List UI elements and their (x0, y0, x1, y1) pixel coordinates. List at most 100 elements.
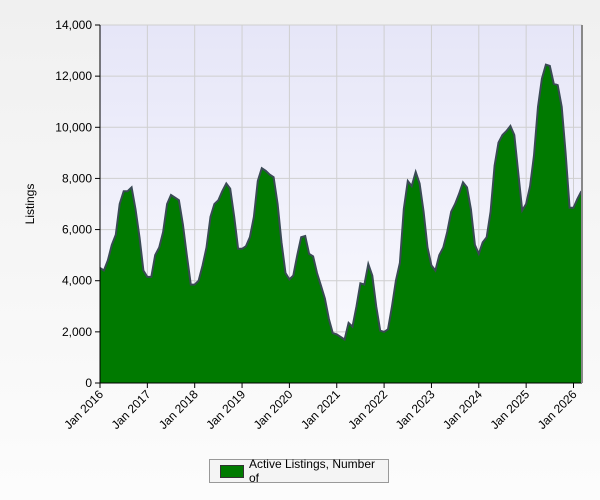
legend-label: Active Listings, Number of (248, 457, 375, 485)
data-point (553, 83, 555, 85)
x-tick-label: Jan 2020 (251, 387, 296, 432)
data-point (201, 264, 204, 266)
data-point (474, 244, 476, 246)
data-point (446, 231, 448, 233)
data-point (107, 259, 109, 261)
data-point (344, 338, 346, 341)
data-point (545, 64, 547, 66)
data-point (454, 203, 456, 205)
x-tick-label: Jan 2016 (61, 387, 106, 432)
data-point (269, 173, 271, 176)
data-point (213, 203, 216, 205)
data-point (130, 186, 133, 188)
data-point (174, 197, 176, 199)
data-point (150, 276, 152, 278)
data-point (288, 278, 290, 281)
y-tick-label: 8,000 (62, 171, 92, 185)
data-point (170, 194, 172, 196)
data-point (233, 216, 235, 218)
data-point (123, 190, 125, 192)
data-point (253, 216, 255, 218)
data-point (154, 254, 156, 256)
data-point (273, 176, 275, 178)
data-point (296, 254, 298, 256)
data-point (359, 282, 362, 284)
data-point (403, 208, 405, 210)
data-point (490, 211, 492, 213)
data-point (517, 172, 519, 174)
data-point (178, 199, 180, 201)
data-point (265, 170, 267, 172)
data-point (482, 241, 484, 243)
data-point (111, 244, 113, 246)
data-point (486, 236, 488, 238)
data-point (119, 203, 121, 205)
y-tick-label: 14,000 (55, 18, 92, 32)
data-point (387, 328, 389, 330)
data-point (229, 188, 231, 190)
data-point (162, 231, 164, 233)
data-point (146, 276, 148, 278)
data-point (308, 253, 310, 255)
data-point (134, 208, 137, 210)
data-point (276, 203, 279, 205)
data-point (194, 283, 196, 286)
data-point (241, 248, 243, 250)
data-point (533, 154, 535, 157)
data-point (422, 211, 425, 213)
data-point (312, 255, 314, 258)
y-tick-label: 6,000 (62, 223, 92, 237)
data-point (347, 322, 350, 324)
data-point (166, 203, 168, 205)
data-point (407, 180, 409, 182)
data-point (493, 165, 496, 167)
legend-swatch (220, 464, 244, 478)
data-point (217, 199, 219, 201)
data-point (198, 280, 200, 282)
x-tick-label: Jan 2018 (156, 387, 201, 432)
x-tick-label: Jan 2017 (109, 387, 154, 432)
data-point (426, 246, 429, 249)
data-point (501, 134, 504, 136)
data-point (221, 190, 223, 192)
data-point (336, 333, 338, 336)
data-point (430, 264, 433, 266)
data-point (332, 332, 334, 334)
data-point (209, 216, 212, 218)
data-point (158, 246, 160, 249)
data-point (557, 84, 559, 86)
x-tick-label: Jan 2022 (345, 387, 390, 432)
data-point (127, 190, 129, 192)
data-point (434, 269, 436, 272)
data-point (249, 236, 251, 238)
area-fill (100, 64, 582, 383)
x-tick-label: Jan 2026 (535, 387, 580, 432)
data-point (415, 171, 417, 173)
y-tick-label: 2,000 (62, 325, 92, 339)
data-point (245, 245, 247, 247)
data-point (257, 180, 259, 182)
data-point (237, 248, 239, 250)
data-point (411, 185, 413, 187)
data-point (470, 208, 472, 210)
data-point (537, 106, 539, 108)
data-point (505, 130, 508, 132)
data-point (442, 246, 444, 249)
legend: Active Listings, Number of (209, 457, 389, 485)
data-point (182, 223, 184, 226)
x-tick-label: Jan 2023 (393, 387, 438, 432)
data-point (375, 305, 377, 307)
data-point (572, 207, 575, 209)
data-point (565, 152, 567, 154)
data-point (351, 326, 354, 328)
data-point (379, 329, 381, 332)
x-tick-label: Jan 2021 (298, 387, 343, 432)
data-point (328, 318, 330, 320)
data-point (395, 280, 397, 282)
data-point (363, 283, 365, 286)
data-point (391, 305, 393, 307)
data-point (497, 142, 500, 144)
y-tick-label: 4,000 (62, 274, 92, 288)
y-tick-label: 0 (85, 376, 92, 390)
